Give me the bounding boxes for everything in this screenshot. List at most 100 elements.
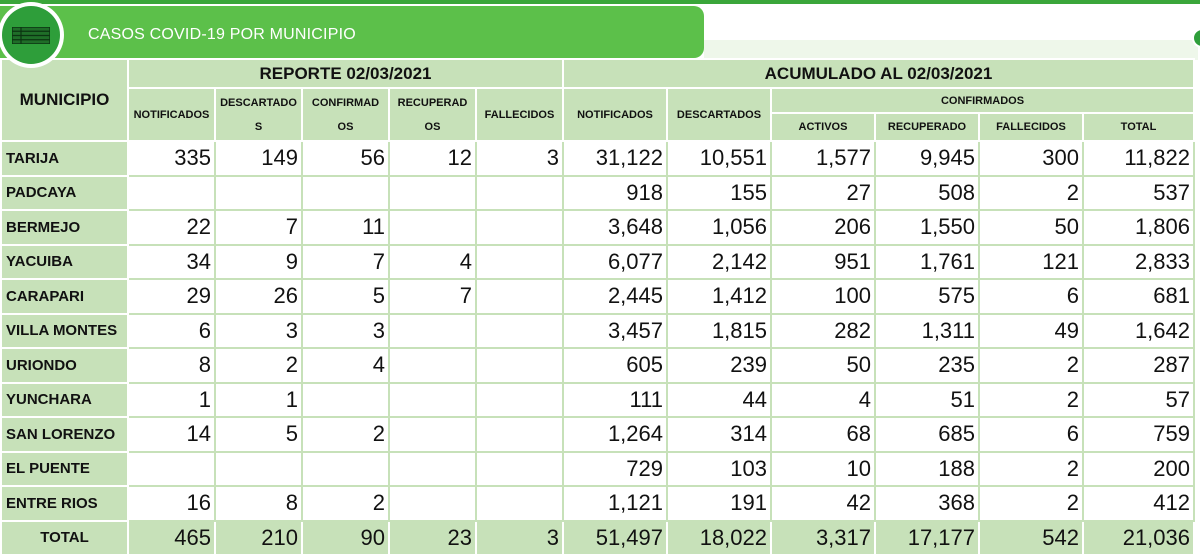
acumulado-cell: 2 [978,347,1084,384]
reporte-cell [475,416,564,453]
reporte-cell: 3 [301,312,390,349]
reporte-cell [388,174,477,211]
reporte-cell [475,243,564,280]
acumulado-cell: 11,822 [1082,140,1195,177]
table-list-icon [0,2,64,68]
acumulado-col-header: DESCARTADOS [666,87,772,142]
confirmados-header: CONFIRMADOS [770,87,1195,114]
acumulado-cell: 44 [666,381,772,418]
reporte-cell [388,416,477,453]
acumulado-cell: 1,550 [874,209,980,246]
reporte-cell: 90 [301,519,390,556]
reporte-cell: 1 [127,381,216,418]
reporte-col-header: NOTIFICADOS [127,87,216,142]
acumulado-cell: 3,648 [562,209,668,246]
total-label: TOTAL [0,519,129,556]
acumulado-cell: 1,412 [666,278,772,315]
header-tab-extension [704,40,1198,60]
reporte-cell: 5 [214,416,303,453]
acumulado-cell: 1,815 [666,312,772,349]
acumulado-cell: 368 [874,485,980,522]
reporte-cell: 210 [214,519,303,556]
acumulado-cell: 17,177 [874,519,980,556]
acumulado-cell: 537 [1082,174,1195,211]
table-row: VILLA MONTES 6 3 3 3,457 1,815 282 1,311 49 1,642 [0,312,1195,349]
reporte-cell: 3 [475,519,564,556]
acumulado-cell: 100 [770,278,876,315]
acumulado-cell: 1,577 [770,140,876,177]
reporte-cell: 14 [127,416,216,453]
acumulado-cell: 542 [978,519,1084,556]
acumulado-cell: 314 [666,416,772,453]
reporte-col-header: CONFIRMAD OS [301,87,390,142]
acumulado-cell: 121 [978,243,1084,280]
acumulado-cell: 2,142 [666,243,772,280]
reporte-cell: 3 [214,312,303,349]
acumulado-cell: 1,121 [562,485,668,522]
reporte-cell [475,174,564,211]
municipio-name: EL PUENTE [0,450,129,487]
acumulado-cell: 3,317 [770,519,876,556]
table-row: SAN LORENZO 14 5 2 1,264 314 68 685 6 759 [0,416,1195,453]
title-banner: CASOS COVID-19 POR MUNICIPIO [0,6,704,58]
acumulado-cell: 10 [770,450,876,487]
acumulado-cell: 729 [562,450,668,487]
reporte-cell: 23 [388,519,477,556]
confirmados-col-header: TOTAL [1082,112,1195,142]
acumulado-cell: 155 [666,174,772,211]
acumulado-cell: 681 [1082,278,1195,315]
acumulado-cell: 57 [1082,381,1195,418]
acumulado-cell: 282 [770,312,876,349]
reporte-cell [475,209,564,246]
confirmados-col-header: RECUPERADO [874,112,980,142]
reporte-cell: 34 [127,243,216,280]
reporte-cell: 9 [214,243,303,280]
municipio-name: YACUIBA [0,243,129,280]
acumulado-cell: 6 [978,278,1084,315]
table-row: CARAPARI 29 26 5 7 2,445 1,412 100 575 6 681 [0,278,1195,315]
reporte-cell [475,381,564,418]
acumulado-cell: 575 [874,278,980,315]
acumulado-cell: 1,761 [874,243,980,280]
reporte-cell [475,312,564,349]
reporte-cell [301,174,390,211]
acumulado-cell: 50 [978,209,1084,246]
acumulado-cell: 49 [978,312,1084,349]
reporte-cell [127,174,216,211]
table-row: EL PUENTE 729 103 10 188 2 200 [0,450,1195,487]
reporte-cell: 5 [301,278,390,315]
acumulado-cell: 1,264 [562,416,668,453]
reporte-cell: 16 [127,485,216,522]
acumulado-cell: 50 [770,347,876,384]
reporte-cell: 2 [301,485,390,522]
reporte-cell: 26 [214,278,303,315]
reporte-cell: 7 [214,209,303,246]
reporte-cell [475,450,564,487]
acumulado-cell: 9,945 [874,140,980,177]
acumulado-cell: 4 [770,381,876,418]
reporte-col-header: RECUPERAD OS [388,87,477,142]
reporte-cell: 8 [214,485,303,522]
reporte-header: REPORTE 02/03/2021 [127,58,564,89]
confirmados-col-header: FALLECIDOS [978,112,1084,142]
acumulado-cell: 42 [770,485,876,522]
acumulado-cell: 239 [666,347,772,384]
acumulado-cell: 51,497 [562,519,668,556]
municipio-name: TARIJA [0,140,129,177]
acumulado-cell: 2 [978,381,1084,418]
reporte-cell: 149 [214,140,303,177]
reporte-cell: 12 [388,140,477,177]
reporte-cell: 56 [301,140,390,177]
reporte-cell [475,278,564,315]
acumulado-cell: 235 [874,347,980,384]
reporte-cell [388,312,477,349]
reporte-cell: 7 [388,278,477,315]
acumulado-cell: 27 [770,174,876,211]
acumulado-cell: 918 [562,174,668,211]
acumulado-cell: 605 [562,347,668,384]
municipio-name: SAN LORENZO [0,416,129,453]
municipio-name: CARAPARI [0,278,129,315]
municipio-name: VILLA MONTES [0,312,129,349]
table-row: ENTRE RIOS 16 8 2 1,121 191 42 368 2 412 [0,485,1195,522]
acumulado-cell: 1,311 [874,312,980,349]
